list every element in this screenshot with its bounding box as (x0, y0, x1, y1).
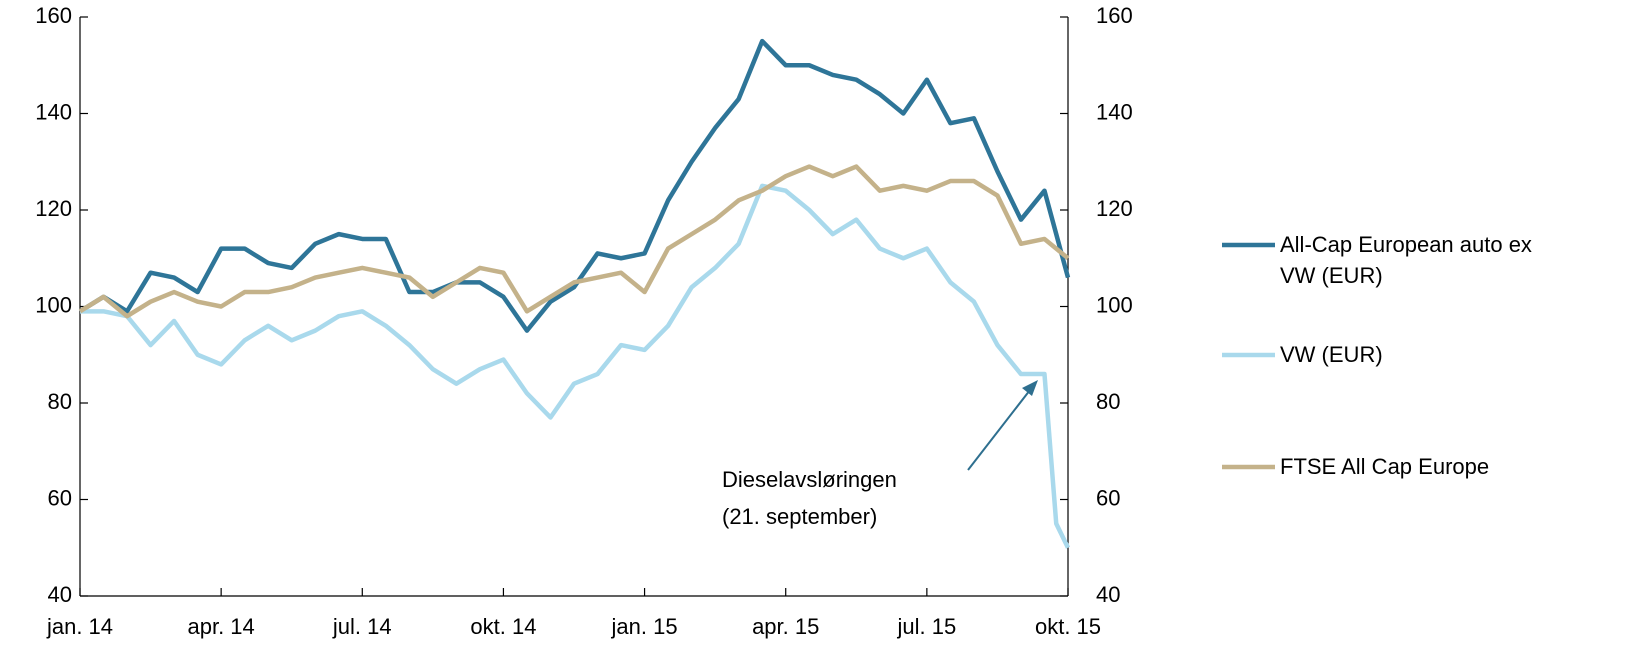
y-tick-label: 40 (48, 582, 72, 607)
annotation: Dieselavsløringen (722, 467, 897, 492)
x-tick-label: jan. 15 (611, 614, 678, 639)
annotation-arrow (967, 389, 1031, 471)
x-tick-label: apr. 15 (752, 614, 819, 639)
y-tick-label: 100 (35, 292, 72, 317)
y2-tick-label: 120 (1096, 196, 1133, 221)
x-tick-label: jul. 15 (896, 614, 956, 639)
legend-label: VW (EUR) (1280, 342, 1383, 367)
annotation: (21. september) (722, 504, 877, 529)
y2-tick-label: 40 (1096, 582, 1120, 607)
x-tick-label: apr. 14 (188, 614, 255, 639)
y-tick-label: 60 (48, 485, 72, 510)
x-tick-label: okt. 15 (1035, 614, 1101, 639)
y2-tick-label: 160 (1096, 3, 1133, 28)
series-line (78, 164, 1070, 319)
y2-tick-label: 140 (1096, 99, 1133, 124)
y-tick-label: 160 (35, 3, 72, 28)
y-tick-label: 80 (48, 389, 72, 414)
x-tick-label: jan. 14 (46, 614, 113, 639)
y2-tick-label: 60 (1096, 485, 1120, 510)
y-tick-label: 120 (35, 196, 72, 221)
legend-label: All-Cap European auto ex VW (EUR) (1280, 232, 1532, 288)
arrow-head (1022, 380, 1038, 396)
series-line (78, 38, 1071, 333)
y2-tick-label: 80 (1096, 389, 1120, 414)
x-tick-label: okt. 14 (470, 614, 536, 639)
y2-tick-label: 100 (1096, 292, 1133, 317)
y-tick-label: 140 (35, 99, 72, 124)
x-tick-label: jul. 14 (332, 614, 392, 639)
series-line (80, 183, 1071, 549)
legend-label: FTSE All Cap Europe (1280, 454, 1490, 479)
